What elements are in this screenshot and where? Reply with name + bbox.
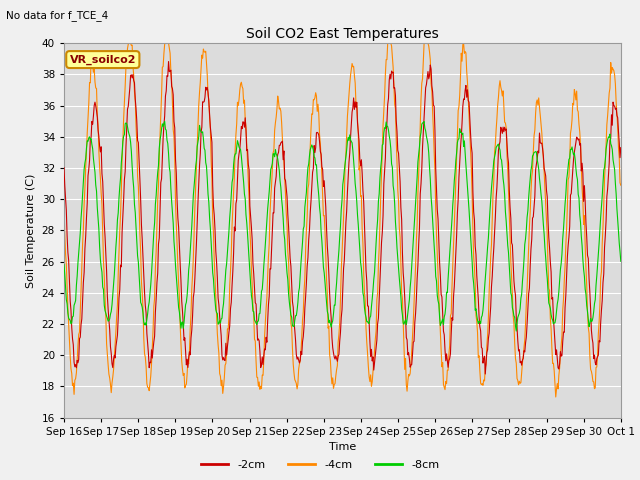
Title: Soil CO2 East Temperatures: Soil CO2 East Temperatures — [246, 27, 439, 41]
Text: No data for f_TCE_4: No data for f_TCE_4 — [6, 10, 109, 21]
Y-axis label: Soil Temperature (C): Soil Temperature (C) — [26, 173, 36, 288]
Text: VR_soilco2: VR_soilco2 — [70, 54, 136, 65]
Legend: -2cm, -4cm, -8cm: -2cm, -4cm, -8cm — [196, 456, 444, 474]
X-axis label: Time: Time — [329, 442, 356, 452]
